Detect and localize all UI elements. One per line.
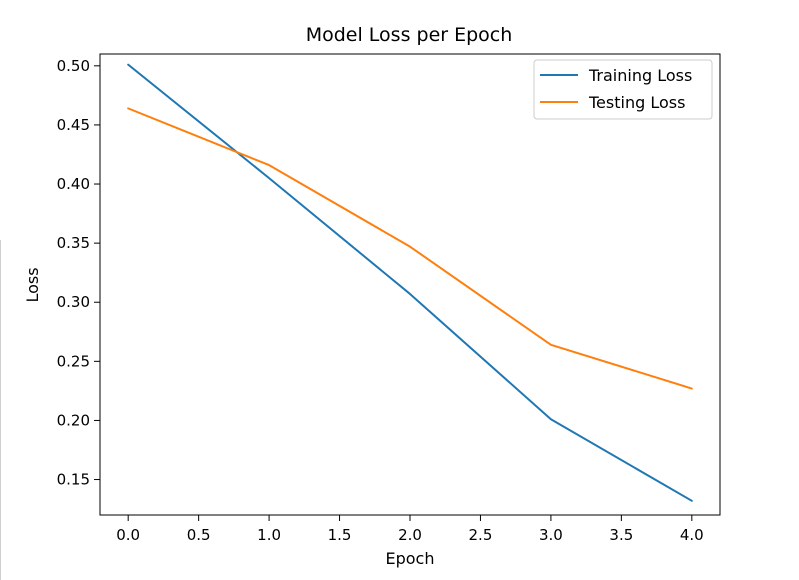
x-tick-label: 3.0 [539, 526, 563, 544]
series-line-training-loss [127, 63, 693, 502]
window-edge-divider [0, 240, 1, 580]
legend-label-training-loss: Training Loss [588, 66, 692, 85]
legend-box [533, 59, 713, 120]
y-axis-label: Loss [23, 267, 42, 302]
y-tick-label: 0.40 [57, 175, 90, 193]
x-tick-label: 0.0 [116, 526, 140, 544]
series-line-testing-loss [127, 107, 693, 390]
x-tick-label: 2.5 [469, 526, 493, 544]
x-tick-label: 0.5 [187, 526, 211, 544]
x-tick-label: 3.5 [609, 526, 633, 544]
y-tick-label: 0.25 [57, 352, 90, 370]
y-axis-ticks: 0.15 0.20 0.25 0.30 0.35 0.40 0.45 0.50 [57, 57, 100, 489]
y-tick-label: 0.20 [57, 411, 90, 429]
plot-frame [99, 53, 721, 516]
x-tick-label: 1.5 [328, 526, 352, 544]
legend-label-testing-loss: Testing Loss [588, 93, 685, 112]
x-axis-label: Epoch [386, 549, 435, 568]
y-tick-label: 0.45 [57, 116, 90, 134]
x-tick-label: 1.0 [257, 526, 281, 544]
y-tick-label: 0.50 [57, 57, 90, 75]
y-tick-label: 0.35 [57, 234, 90, 252]
legend: Training Loss Testing Loss [533, 59, 713, 120]
series-lines [127, 63, 693, 502]
chart-title: Model Loss per Epoch [306, 24, 513, 46]
y-tick-label: 0.30 [57, 293, 90, 311]
y-tick-label: 0.15 [57, 471, 90, 489]
x-tick-label: 4.0 [680, 526, 704, 544]
x-axis-ticks: 0.0 0.5 1.0 1.5 2.0 2.5 3.0 3.5 4.0 [116, 515, 704, 544]
x-tick-label: 2.0 [398, 526, 422, 544]
